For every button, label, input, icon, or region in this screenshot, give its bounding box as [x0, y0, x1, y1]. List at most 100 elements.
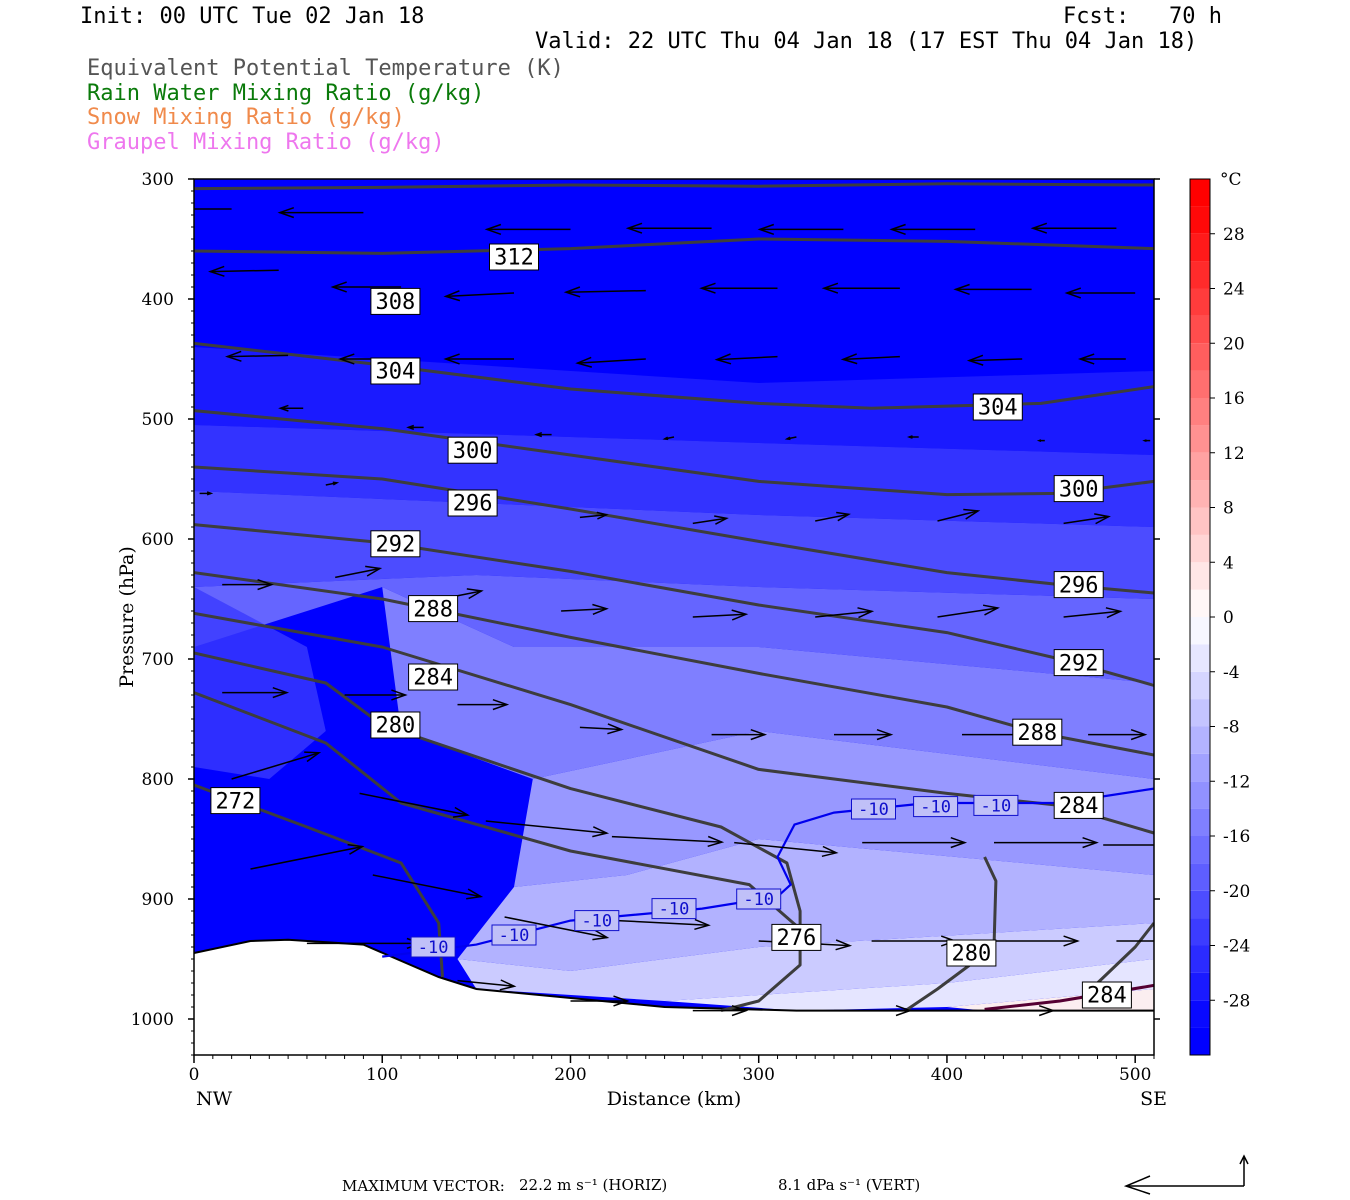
theta-e-label: 284	[1053, 791, 1104, 819]
wind-vector	[484, 223, 571, 236]
wind-vector	[561, 603, 609, 615]
colorbar-unit: °C	[1220, 170, 1242, 190]
wind-vector-shaft	[359, 792, 468, 816]
colorbar-swatch	[1190, 890, 1210, 919]
wind-vector	[937, 508, 981, 522]
colorbar-label: -20	[1223, 882, 1250, 902]
x-end-label-nw: NW	[196, 1088, 233, 1110]
wind-vector	[359, 792, 470, 818]
isotherm-label: -10	[973, 794, 1019, 816]
colorbar-swatch	[1190, 288, 1210, 316]
y-tick-label: 900	[142, 890, 174, 910]
wind-vector-shaft	[210, 269, 279, 273]
wind-vector-shaft	[1063, 515, 1109, 525]
colorbar-label: -4	[1223, 663, 1240, 683]
wind-vector	[692, 609, 749, 621]
isotherm-label-box	[491, 924, 537, 946]
isotherm-label-box	[410, 936, 456, 958]
wind-vector-head	[757, 223, 775, 236]
wind-vector-head	[889, 223, 906, 236]
theta-e-label: 292	[370, 530, 421, 558]
colorbar-swatch	[1190, 507, 1210, 535]
wind-vector-shaft	[485, 820, 607, 834]
colorbar-label: 24	[1223, 280, 1245, 300]
wind-vector-head	[1142, 439, 1147, 443]
colorbar-label: 8	[1223, 499, 1234, 519]
x-axis-label: Distance (km)	[607, 1088, 742, 1110]
wind-vector-head	[821, 282, 839, 294]
wind-vector-head	[338, 353, 355, 365]
colorbar-swatch	[1190, 781, 1210, 809]
theta-e-label: 300	[1053, 475, 1104, 502]
theta-e-label-text: 272	[216, 789, 256, 814]
wind-vector	[889, 223, 976, 236]
colorbar-swatch	[1190, 808, 1210, 836]
wind-vector-head	[499, 979, 517, 991]
wind-vector-head	[714, 353, 732, 365]
isotherm-label-box	[651, 898, 697, 920]
wind-vector-head	[443, 353, 460, 365]
y-tick-label: 1000	[131, 1010, 174, 1030]
wind-vector-head	[208, 265, 225, 277]
wind-vector-head	[953, 283, 970, 296]
theta-e-label-text: 288	[413, 597, 453, 622]
theta-e-label-text: 284	[1087, 984, 1127, 1009]
wind-vector	[250, 843, 365, 870]
isotherm-label-text: -10	[743, 890, 774, 910]
colorbar-swatch	[1190, 315, 1210, 344]
theta-e-label-box	[370, 530, 421, 558]
wind-vector	[579, 511, 609, 520]
wind-vector-shaft	[565, 289, 646, 293]
y-tick-label: 800	[142, 770, 174, 790]
wind-vector	[1036, 439, 1045, 443]
theta-e-label-box	[408, 663, 459, 691]
theta-e-contour	[1096, 922, 1154, 985]
wind-vector-head	[662, 436, 669, 441]
colorbar-swatch	[1190, 972, 1210, 1001]
isotherm-label: -10	[851, 798, 896, 820]
wind-vector-head	[272, 686, 290, 699]
wind-vector-shaft	[937, 607, 998, 618]
wind-vector-head	[950, 836, 968, 849]
wind-vector-head	[257, 578, 274, 591]
wind-vector	[1063, 513, 1111, 525]
isotherm-label: -10	[736, 888, 782, 910]
wind-vector-head	[452, 806, 470, 818]
wind-vector	[570, 995, 630, 1007]
wind-vector	[965, 1004, 1056, 1017]
wind-vector	[443, 353, 514, 365]
wind-vector-head	[835, 939, 853, 951]
y-tick-label: 600	[142, 530, 174, 550]
wind-vector	[862, 836, 968, 849]
colorbar-label: -24	[1223, 937, 1250, 957]
wind-vector-shaft	[504, 916, 608, 939]
wind-vector-head	[332, 481, 340, 486]
wind-vector	[194, 208, 232, 210]
wind-vector	[1077, 353, 1126, 365]
wind-vector-shaft	[842, 355, 900, 361]
wind-vector-shaft	[457, 979, 515, 988]
wind-vector	[699, 282, 778, 294]
wind-vector-head	[330, 281, 347, 293]
wind-vector-head	[1082, 836, 1099, 849]
wind-vector-head	[278, 404, 289, 412]
wind-vector-head	[714, 515, 729, 525]
wind-vector-head	[895, 1004, 913, 1017]
colorbar-swatch	[1190, 699, 1210, 727]
colorbar-swatch	[1190, 343, 1210, 371]
wind-vector	[406, 424, 424, 431]
colorbar-swatch	[1190, 671, 1210, 700]
shading-band	[194, 179, 1154, 383]
wind-vector-head	[443, 290, 461, 302]
wind-vector-shaft	[815, 513, 849, 522]
wind-vector	[1142, 439, 1151, 443]
wind-vector-head	[484, 223, 502, 236]
wind-vector-head	[466, 888, 484, 900]
theta-e-label: 312	[489, 243, 539, 271]
theta-e-label-box	[408, 595, 459, 623]
wind-vector	[834, 1004, 913, 1017]
wind-vector	[225, 350, 289, 362]
isotherm-label-text: -10	[659, 900, 690, 920]
field-label-graupel: Graupel Mixing Ratio (g/kg)	[87, 130, 445, 155]
wind-vector-head	[607, 723, 624, 735]
